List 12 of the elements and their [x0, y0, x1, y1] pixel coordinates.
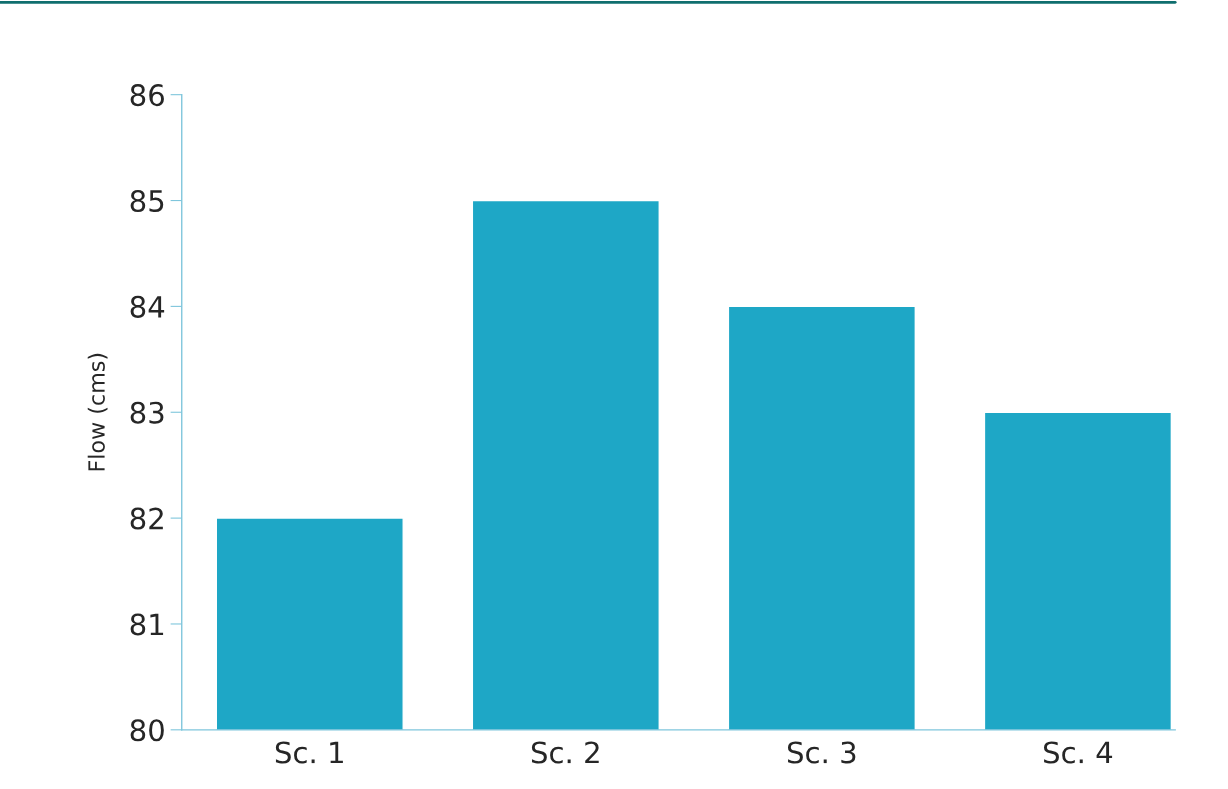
- x-tick-label: Sc. 1: [275, 741, 343, 764]
- y-tick-label: 80: [130, 719, 164, 742]
- y-tick-label: 85: [130, 189, 164, 213]
- y-tick-label: 81: [130, 613, 164, 636]
- x-tick-label: Sc. 4: [1044, 741, 1113, 764]
- y-axis-title: Flow (cms): [87, 353, 108, 471]
- y-tick-label: 84: [130, 295, 165, 318]
- y-tick-label: 82: [130, 507, 163, 530]
- x-tick-label: Sc. 3: [787, 741, 856, 764]
- y-tick-label: 86: [130, 84, 164, 107]
- x-tick-label: Sc. 2: [531, 741, 599, 764]
- y-tick-label: 83: [130, 401, 164, 424]
